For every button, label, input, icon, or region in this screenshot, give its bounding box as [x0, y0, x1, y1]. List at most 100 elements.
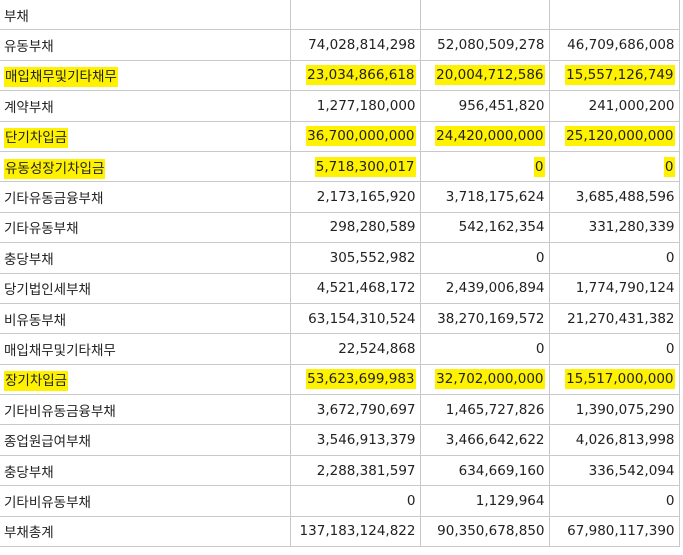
- value-cell: 1,390,075,290: [548, 394, 680, 426]
- value-cell: 2,288,381,597: [289, 454, 421, 487]
- row-label: 계약부채: [4, 99, 54, 116]
- value-cell: 137,183,124,822: [289, 515, 421, 548]
- value-cell: [289, 0, 421, 31]
- value-cell: 1,774,790,124: [548, 272, 680, 304]
- value-cell: 2,173,165,920: [289, 181, 421, 213]
- row-label-cell: 충당부채: [0, 242, 291, 274]
- value-text: 3,466,642,622: [445, 432, 545, 449]
- row-label: 유동성장기차입금: [4, 158, 106, 179]
- value-text: 38,270,169,572: [437, 310, 545, 327]
- value-text: 331,280,339: [588, 219, 675, 236]
- value-cell: 32,702,000,000: [419, 363, 550, 396]
- value-cell: 3,466,642,622: [419, 424, 550, 456]
- row-label-cell: 계약부채: [0, 90, 291, 122]
- row-label-cell: 부채총계: [0, 515, 291, 548]
- value-cell: 0: [419, 150, 550, 183]
- row-label-cell: 매입채무및기타채무: [0, 333, 291, 365]
- value-text: 0: [535, 340, 545, 357]
- value-text: 137,183,124,822: [299, 523, 416, 540]
- value-text: 22,524,868: [338, 340, 416, 357]
- value-text: 0: [665, 249, 675, 266]
- value-text: 4,026,813,998: [575, 432, 675, 449]
- row-label-cell: 기타유동부채: [0, 211, 291, 244]
- value-text: 3,718,175,624: [445, 189, 545, 206]
- value-text: 2,288,381,597: [316, 462, 416, 479]
- value-text: 23,034,866,618: [306, 65, 416, 86]
- value-text: 32,702,000,000: [435, 369, 545, 390]
- value-text: 0: [665, 492, 675, 509]
- value-text: 63,154,310,524: [308, 310, 416, 327]
- row-label: 기타유동부채: [4, 221, 79, 238]
- value-cell: 3,718,175,624: [419, 181, 550, 213]
- value-cell: 0: [419, 333, 550, 365]
- row-label: 매입채무및기타채무: [4, 67, 118, 88]
- row-label-cell: 부채: [0, 0, 291, 31]
- value-cell: 22,524,868: [289, 333, 421, 365]
- value-text: 0: [533, 156, 545, 177]
- table-row: 매입채무및기타채무 23,034,866,618 20,004,712,586 15,…: [0, 59, 680, 92]
- table-row: 유동부채 74,028,814,298 52,080,509,278 46,709,6…: [0, 29, 680, 61]
- row-label-cell: 장기차입금: [0, 363, 291, 396]
- table-row: 종업원급여부채 3,546,913,379 3,466,642,622 4,026,8…: [0, 424, 680, 456]
- value-cell: 4,026,813,998: [548, 424, 680, 456]
- table-row: 충당부채 2,288,381,597 634,669,160 336,542,094: [0, 454, 680, 487]
- row-label-cell: 유동부채: [0, 29, 291, 61]
- value-text: 2,173,165,920: [316, 189, 416, 206]
- value-cell: 38,270,169,572: [419, 302, 550, 335]
- value-text: 74,028,814,298: [308, 37, 416, 54]
- table-row: 기타유동부채 298,280,589 542,162,354 331,280,339: [0, 211, 680, 244]
- row-label-cell: 당기법인세부채: [0, 272, 291, 304]
- value-text: 1,465,727,826: [445, 401, 545, 418]
- value-cell: [548, 0, 680, 31]
- value-cell: 52,080,509,278: [419, 29, 550, 61]
- value-text: 4,521,468,172: [316, 280, 416, 297]
- value-text: 0: [406, 492, 416, 509]
- value-cell: 20,004,712,586: [419, 59, 550, 92]
- value-text: 336,542,094: [588, 462, 675, 479]
- table-row: 충당부채 305,552,982 0 0: [0, 242, 680, 274]
- row-label-cell: 유동성장기차입금: [0, 150, 291, 183]
- value-text: 67,980,117,390: [567, 523, 675, 540]
- value-cell: 74,028,814,298: [289, 29, 421, 61]
- value-cell: [419, 0, 550, 31]
- value-text: 1,774,790,124: [575, 280, 675, 297]
- value-cell: 4,521,468,172: [289, 272, 421, 304]
- value-text: 90,350,678,850: [437, 523, 545, 540]
- value-cell: 15,517,000,000: [548, 363, 680, 396]
- row-label: 단기차입금: [4, 128, 69, 149]
- value-cell: 90,350,678,850: [419, 515, 550, 548]
- row-label: 장기차입금: [4, 371, 69, 392]
- value-cell: 0: [548, 333, 680, 365]
- value-cell: 67,980,117,390: [548, 515, 680, 548]
- row-label-cell: 종업원급여부채: [0, 424, 291, 456]
- value-cell: 336,542,094: [548, 454, 680, 487]
- row-label-cell: 기타유동금융부채: [0, 181, 291, 213]
- value-text: 1,277,180,000: [316, 97, 416, 114]
- row-label: 기타유동금융부채: [4, 191, 104, 208]
- value-cell: 0: [548, 485, 680, 517]
- row-label-cell: 기타비유동금융부채: [0, 394, 291, 426]
- row-label: 기타비유동금융부채: [4, 403, 116, 420]
- value-cell: 331,280,339: [548, 211, 680, 244]
- value-cell: 0: [419, 242, 550, 274]
- row-label-cell: 기타비유동부채: [0, 485, 291, 517]
- row-label: 매입채무및기타채무: [4, 342, 116, 359]
- row-label: 유동부채: [4, 39, 54, 56]
- table-row: 기타비유동금융부채 3,672,790,697 1,465,727,826 1,390…: [0, 394, 680, 426]
- value-text: 53,623,699,983: [306, 369, 416, 390]
- value-cell: 3,672,790,697: [289, 394, 421, 426]
- value-cell: 15,557,126,749: [548, 59, 680, 92]
- row-label-cell: 매입채무및기타채무: [0, 59, 291, 92]
- value-text: 21,270,431,382: [567, 310, 675, 327]
- value-text: 3,672,790,697: [316, 401, 416, 418]
- table-row: 기타비유동부채 0 1,129,964 0: [0, 485, 680, 517]
- value-cell: 36,700,000,000: [289, 120, 421, 152]
- value-text: 5,718,300,017: [314, 156, 416, 177]
- value-cell: 956,451,820: [419, 90, 550, 122]
- value-text: 305,552,982: [329, 249, 416, 266]
- table-row: 당기법인세부채 4,521,468,172 2,439,006,894 1,774,7…: [0, 272, 680, 304]
- table-row: 단기차입금 36,700,000,000 24,420,000,000 25,120,…: [0, 120, 680, 152]
- row-label: 비유동부채: [4, 312, 67, 329]
- value-cell: 3,685,488,596: [548, 181, 680, 213]
- row-label: 당기법인세부채: [4, 282, 91, 299]
